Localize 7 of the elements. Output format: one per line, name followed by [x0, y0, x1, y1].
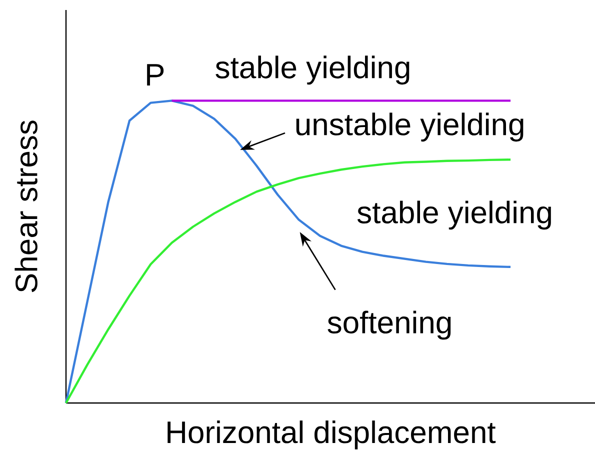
- annotation: softening: [328, 310, 451, 340]
- text: stable yielding: [216, 56, 410, 85]
- annotation: stable yielding: [357, 200, 551, 230]
- text: P: [147, 64, 164, 86]
- x-axis-title: Horizontal displacement: [168, 420, 496, 450]
- y-axis-title: Shear stress: [14, 120, 38, 292]
- annotation: unstable yielding: [296, 112, 524, 142]
